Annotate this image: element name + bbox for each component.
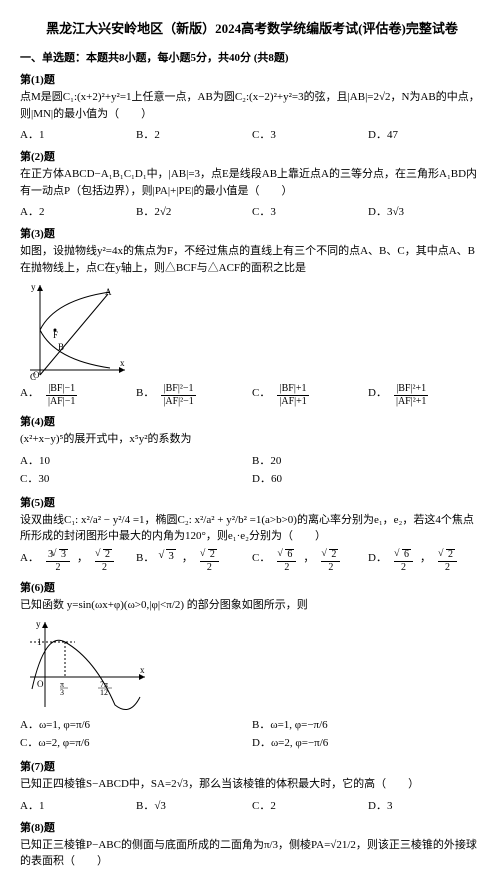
svg-text:y: y bbox=[31, 282, 36, 292]
q4-options: A．10 B．20 C．30 D．60 bbox=[20, 452, 484, 488]
q7-opt-a: A．1 bbox=[20, 797, 136, 813]
q5-opt-c: C． 62， 22 bbox=[252, 549, 368, 573]
q7-opt-d: D．3 bbox=[368, 797, 484, 813]
q3-options: A．|BF|−1|AF|−1 B．|BF|²−1|AF|²−1 C．|BF|+1… bbox=[20, 384, 484, 407]
q3-figure: O x y A B C F bbox=[20, 280, 130, 380]
q7-stem: 已知正四棱锥S−ABCD中，SA=2√3，那么当该棱锥的体积最大时，它的高（ ） bbox=[20, 776, 484, 793]
q6-opt-c: C．ω=2, φ=π/6 bbox=[20, 734, 252, 750]
svg-text:12: 12 bbox=[100, 688, 108, 697]
q3-opt-d: D．|BF|²+1|AF|²+1 bbox=[368, 384, 484, 407]
q2-opt-c: C．3 bbox=[252, 203, 368, 219]
q6-opt-b: B．ω=1, φ=−π/6 bbox=[252, 716, 484, 732]
q6-number: 第(6)题 bbox=[20, 579, 484, 595]
q8-stem: 已知正三棱锥P−ABC的侧面与底面所成的二面角为π/3，侧棱PA=√21/2，则… bbox=[20, 837, 484, 870]
q3-opt-a: A．|BF|−1|AF|−1 bbox=[20, 384, 136, 407]
q4-number: 第(4)题 bbox=[20, 413, 484, 429]
q1-opt-b: B．2 bbox=[136, 126, 252, 142]
q4-opt-b: B．20 bbox=[252, 452, 484, 468]
q7-options: A．1 B．√3 C．2 D．3 bbox=[20, 797, 484, 813]
q2-stem: 在正方体ABCD−A₁B₁C₁D₁中，|AB|=3，点E是线段AB上靠近点A的三… bbox=[20, 166, 484, 199]
q4-opt-c: C．30 bbox=[20, 470, 252, 486]
q7-opt-b: B．√3 bbox=[136, 797, 252, 813]
q6-opt-a: A．ω=1, φ=π/6 bbox=[20, 716, 252, 732]
q7-opt-c: C．2 bbox=[252, 797, 368, 813]
q1-opt-d: D．47 bbox=[368, 126, 484, 142]
q5-opt-d: D． 62， 22 bbox=[368, 549, 484, 573]
q2-number: 第(2)题 bbox=[20, 148, 484, 164]
svg-text:y: y bbox=[36, 619, 41, 629]
q7-number: 第(7)题 bbox=[20, 758, 484, 774]
svg-text:F: F bbox=[53, 330, 58, 340]
q1-number: 第(1)题 bbox=[20, 71, 484, 87]
svg-text:O: O bbox=[37, 679, 44, 689]
svg-text:B: B bbox=[58, 342, 64, 352]
q2-opt-d: D．3√3 bbox=[368, 203, 484, 219]
q6-options: A．ω=1, φ=π/6 B．ω=1, φ=−π/6 C．ω=2, φ=π/6 … bbox=[20, 716, 484, 752]
q5-stem: 设双曲线C₁: x²/a² − y²/4 =1，椭圆C₂: x²/a² + y²… bbox=[20, 512, 484, 545]
q3-opt-b: B．|BF|²−1|AF|²−1 bbox=[136, 384, 252, 407]
q4-stem: (x²+x−y)⁵的展开式中，x⁵y²的系数为 bbox=[20, 431, 484, 448]
q1-stem: 点M是圆C₁:(x+2)²+y²=1上任意一点，AB为圆C₂:(x−2)²+y²… bbox=[20, 89, 484, 122]
svg-text:3: 3 bbox=[60, 688, 64, 697]
svg-text:A: A bbox=[105, 287, 112, 297]
q8-number: 第(8)题 bbox=[20, 819, 484, 835]
q1-opt-c: C．3 bbox=[252, 126, 368, 142]
exam-title: 黑龙江大兴安岭地区（新版）2024高考数学统编版考试(评估卷)完整试卷 bbox=[20, 18, 484, 37]
q5-opt-a: A． 332， 22 bbox=[20, 549, 136, 573]
q6-stem: 已知函数 y=sin(ωx+φ)(ω>0,|φ|<π/2) 的部分图象如图所示，… bbox=[20, 597, 484, 614]
q2-options: A．2 B．2√2 C．3 D．3√3 bbox=[20, 203, 484, 219]
q2-opt-a: A．2 bbox=[20, 203, 136, 219]
svg-text:C: C bbox=[30, 372, 36, 380]
svg-text:1: 1 bbox=[37, 637, 42, 647]
q5-number: 第(5)题 bbox=[20, 494, 484, 510]
q1-options: A．1 B．2 C．3 D．47 bbox=[20, 126, 484, 142]
q3-number: 第(3)题 bbox=[20, 225, 484, 241]
q5-options: A． 332， 22 B． 3， 22 C． 62， 22 D． 62， 22 bbox=[20, 549, 484, 573]
q6-figure: O x y 1 π 3 7π 12 bbox=[20, 617, 150, 712]
q2-opt-b: B．2√2 bbox=[136, 203, 252, 219]
section-1-head: 一、单选题：本题共8小题，每小题5分，共40分 (共8题) bbox=[20, 49, 484, 65]
q3-stem: 如图，设抛物线y²=4x的焦点为F，不经过焦点的直线上有三个不同的点A、B、C，… bbox=[20, 243, 484, 276]
svg-text:x: x bbox=[120, 358, 125, 368]
q3-opt-c: C．|BF|+1|AF|+1 bbox=[252, 384, 368, 407]
svg-text:x: x bbox=[140, 665, 145, 675]
q6-opt-d: D．ω=2, φ=−π/6 bbox=[252, 734, 484, 750]
q4-opt-d: D．60 bbox=[252, 470, 484, 486]
q1-opt-a: A．1 bbox=[20, 126, 136, 142]
q4-opt-a: A．10 bbox=[20, 452, 252, 468]
q5-opt-b: B． 3， 22 bbox=[136, 549, 252, 573]
